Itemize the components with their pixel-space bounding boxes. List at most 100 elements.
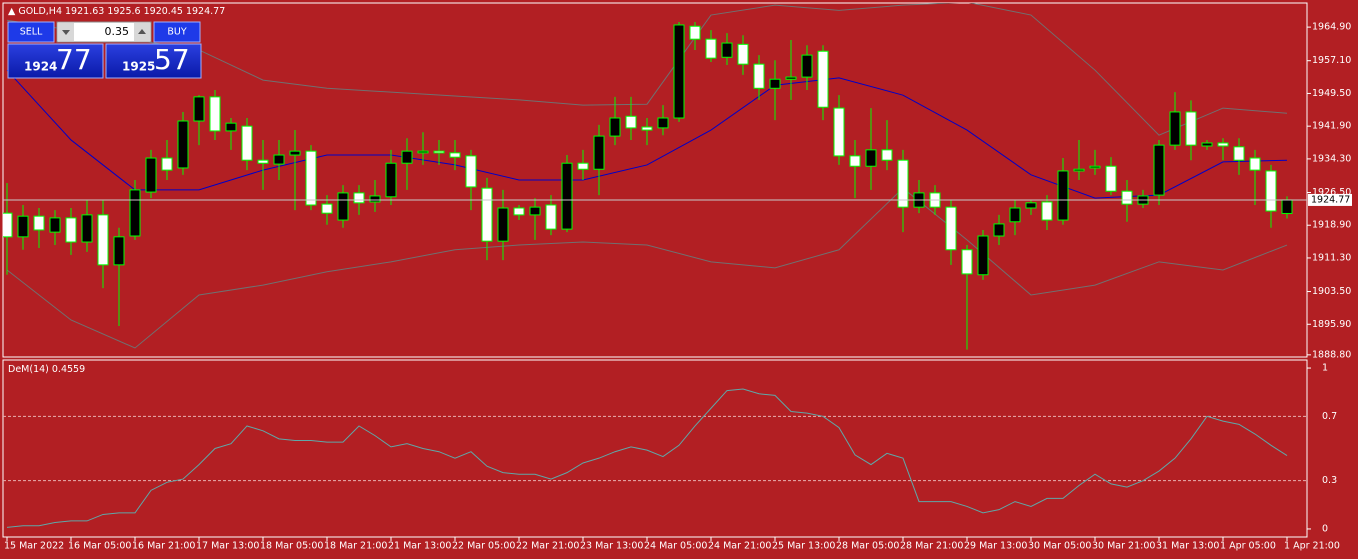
candle-body — [417, 150, 429, 154]
header: ▲ GOLD,H4 1921.63 1925.6 1920.45 1924.77 — [8, 6, 225, 17]
current-price-box — [1308, 193, 1352, 206]
trade-panel: SELL 0.35 BUY 1924 77 1925 57 — [7, 21, 202, 79]
candle-body — [817, 50, 829, 108]
candle-body — [1057, 170, 1069, 221]
indicator-value: 0.4559 — [52, 364, 85, 375]
x-tick-label: 24 Mar 21:00 — [708, 541, 771, 552]
lot-field[interactable] — [56, 21, 152, 43]
candle-body — [369, 195, 381, 203]
ask-box[interactable] — [105, 43, 202, 79]
candle-body — [1185, 111, 1197, 146]
candle-body — [497, 207, 509, 242]
candle-body — [81, 214, 93, 243]
candle-body — [721, 42, 733, 58]
candle-body — [33, 215, 45, 231]
y-tick-label: 1964.90 — [1312, 22, 1351, 33]
candle-body — [161, 157, 173, 171]
candle-body — [273, 154, 285, 165]
candle-body — [1153, 144, 1165, 196]
candle-body — [753, 63, 765, 89]
indicator-frame — [2, 359, 1308, 538]
indicator-line — [6, 388, 1288, 528]
candle-body — [977, 235, 989, 276]
close: 1924.77 — [186, 6, 225, 17]
y-tick-label: 1918.90 — [1312, 220, 1351, 231]
x-tick-label: 17 Mar 13:00 — [196, 541, 259, 552]
candle-body — [737, 43, 749, 65]
candle-body — [1281, 199, 1293, 214]
y-tick-label: 0.7 — [1322, 411, 1337, 422]
x-tick-label: 24 Mar 05:00 — [644, 541, 707, 552]
x-tick-label: 22 Mar 05:00 — [452, 541, 515, 552]
candle-body — [1217, 142, 1229, 147]
y-tick-label: 1 — [1322, 363, 1328, 374]
candle-body — [1169, 111, 1181, 146]
candle-body — [1249, 157, 1261, 171]
candle-body — [769, 78, 781, 89]
ask-pips[interactable]: 57 — [154, 43, 190, 76]
symbol: GOLD,H4 — [18, 6, 62, 17]
candle-body — [1233, 146, 1245, 161]
x-tick-label: 1 Apr 21:00 — [1284, 541, 1340, 552]
candle-body — [17, 215, 29, 238]
x-tick-label: 25 Mar 13:00 — [772, 541, 835, 552]
candle-body — [353, 192, 365, 204]
band-line — [6, 187, 1288, 349]
candle-body — [321, 203, 333, 214]
candle-body — [385, 162, 397, 198]
y-tick-label: 1888.80 — [1312, 349, 1351, 360]
candle-body — [785, 76, 797, 80]
candle-body — [593, 135, 605, 170]
band-line — [6, 69, 1288, 199]
indicator-name: DeM(14) — [8, 364, 49, 375]
candle-body — [449, 152, 461, 158]
candle-body — [337, 192, 349, 221]
candle-body — [865, 149, 877, 167]
ask-main[interactable]: 1925 — [122, 60, 155, 74]
buy-label[interactable]: BUY — [167, 27, 186, 38]
sell-label[interactable]: SELL — [20, 27, 43, 38]
y-tick-label: 1895.90 — [1312, 319, 1351, 330]
sell-button[interactable] — [7, 21, 55, 43]
y-tick-label: 0.3 — [1322, 475, 1337, 486]
candle-body — [833, 107, 845, 157]
header-arrow: ▲ — [8, 6, 18, 17]
candle-body — [673, 24, 685, 119]
lot-down-arrow — [62, 30, 70, 35]
candle-body — [1105, 165, 1117, 192]
buy-button[interactable] — [153, 21, 201, 43]
x-tick-label: 31 Mar 13:00 — [1156, 541, 1219, 552]
bid-pips[interactable]: 77 — [56, 43, 92, 76]
lot-value[interactable]: 0.35 — [105, 25, 130, 38]
x-tick-label: 16 Mar 21:00 — [132, 541, 195, 552]
main-plot — [3, 3, 1307, 350]
candle-body — [433, 150, 445, 154]
y-tick-label: 1949.50 — [1312, 88, 1351, 99]
lot-up-arrow — [138, 29, 146, 34]
candle-body — [961, 249, 973, 275]
candle-body — [897, 159, 909, 208]
indicator-plot — [3, 388, 1307, 528]
current-price-label: 1924.77 — [1311, 194, 1350, 205]
candle-body — [209, 96, 221, 132]
low: 1920.45 — [144, 6, 183, 17]
candle-body — [49, 217, 61, 233]
candle-body — [945, 206, 957, 251]
candle-body — [1041, 201, 1053, 221]
candle-body — [129, 189, 141, 237]
candle-body — [1121, 190, 1133, 205]
candle-body — [1265, 170, 1277, 212]
candle-body — [481, 187, 493, 242]
bid-main[interactable]: 1924 — [24, 60, 57, 74]
candle-body — [513, 207, 525, 216]
candle-body — [657, 117, 669, 129]
candle-body — [145, 157, 157, 193]
candle-body — [3, 212, 13, 238]
candle-body — [177, 120, 189, 169]
y-tick-label: 1926.50 — [1312, 187, 1351, 198]
bid-box[interactable] — [7, 43, 104, 79]
candle-body — [801, 54, 813, 78]
x-tick-label: 18 Mar 21:00 — [324, 541, 387, 552]
candle-body — [289, 150, 301, 156]
